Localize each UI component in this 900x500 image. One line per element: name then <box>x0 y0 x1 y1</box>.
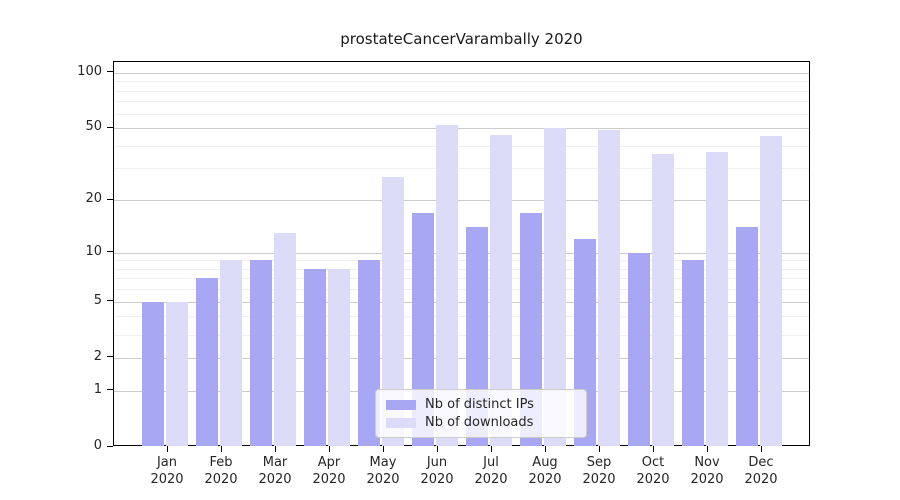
y-tick-mark <box>107 389 113 391</box>
legend-label-downloads: Nb of downloads <box>425 415 534 430</box>
legend-swatch-downloads <box>386 417 416 428</box>
minor-gridline <box>114 145 809 147</box>
bar-downloads-dec <box>760 136 782 446</box>
x-tick-label: Feb 2020 <box>204 455 238 487</box>
x-tick-label: Jan 2020 <box>150 455 184 487</box>
y-tick-label: 20 <box>85 191 102 207</box>
x-tick-label: Dec 2020 <box>744 455 778 487</box>
minor-gridline <box>114 316 809 318</box>
x-tick-label: Mar 2020 <box>258 455 292 487</box>
x-tick-mark <box>166 446 168 452</box>
bar-downloads-feb <box>220 260 242 446</box>
x-tick-label: May 2020 <box>366 455 400 487</box>
y-tick-mark <box>107 126 113 128</box>
legend-swatch-distinct-ips <box>386 399 416 410</box>
x-tick-label: Jul 2020 <box>474 455 508 487</box>
minor-gridline <box>114 289 809 291</box>
legend-label-distinct-ips: Nb of distinct IPs <box>425 397 534 412</box>
legend: Nb of distinct IPs Nb of downloads <box>375 389 587 438</box>
x-tick-mark <box>490 446 492 452</box>
y-tick-label: 0 <box>93 438 102 453</box>
x-tick-mark <box>328 446 330 452</box>
minor-gridline <box>114 81 809 83</box>
y-tick-label: 1 <box>93 381 102 397</box>
bar-distinct-ips-may <box>358 260 380 446</box>
x-tick-label: Jun 2020 <box>420 455 454 487</box>
bar-distinct-ips-aug <box>520 212 542 446</box>
x-tick-mark <box>706 446 708 452</box>
major-gridline <box>114 128 809 130</box>
x-tick-mark <box>544 446 546 452</box>
bar-downloads-mar <box>274 232 296 446</box>
bar-distinct-ips-apr <box>304 268 326 446</box>
chart-title: prostateCancerVarambally 2020 <box>340 30 583 48</box>
bar-distinct-ips-jan <box>142 301 164 446</box>
bar-downloads-jul <box>490 134 512 446</box>
bar-downloads-jan <box>166 301 188 446</box>
y-tick-mark <box>107 300 113 302</box>
y-tick-label: 2 <box>93 348 102 364</box>
minor-gridline <box>114 101 809 103</box>
major-gridline <box>114 301 809 303</box>
bar-downloads-apr <box>328 268 350 446</box>
bar-distinct-ips-mar <box>250 260 272 446</box>
x-tick-mark <box>436 446 438 452</box>
x-tick-mark <box>598 446 600 452</box>
y-tick-label: 50 <box>85 119 102 135</box>
y-tick-label: 100 <box>77 63 102 79</box>
y-tick-mark <box>107 71 113 73</box>
x-tick-mark <box>220 446 222 452</box>
legend-row-downloads: Nb of downloads <box>386 415 576 430</box>
minor-gridline <box>114 90 809 92</box>
x-tick-label: Nov 2020 <box>690 455 724 487</box>
bar-downloads-oct <box>652 154 674 446</box>
bar-downloads-aug <box>544 128 566 446</box>
minor-gridline <box>114 113 809 115</box>
x-tick-label: Sep 2020 <box>582 455 616 487</box>
x-tick-mark <box>760 446 762 452</box>
y-tick-label: 5 <box>93 292 102 308</box>
minor-gridline <box>114 334 809 336</box>
y-tick-mark <box>107 445 113 447</box>
bar-distinct-ips-dec <box>736 227 758 446</box>
minor-gridline <box>114 168 809 170</box>
major-gridline <box>114 252 809 254</box>
bar-distinct-ips-feb <box>196 278 218 446</box>
bar-downloads-nov <box>706 151 728 446</box>
major-gridline <box>114 357 809 359</box>
x-tick-mark <box>382 446 384 452</box>
x-tick-label: Apr 2020 <box>312 455 346 487</box>
x-tick-label: Oct 2020 <box>636 455 670 487</box>
x-tick-mark <box>652 446 654 452</box>
minor-gridline <box>114 260 809 262</box>
major-gridline <box>114 72 809 74</box>
y-tick-mark <box>107 356 113 358</box>
bar-downloads-jun <box>436 124 458 446</box>
bar-distinct-ips-oct <box>628 252 650 446</box>
bar-distinct-ips-jun <box>412 212 434 446</box>
y-tick-mark <box>107 198 113 200</box>
major-gridline <box>114 200 809 202</box>
minor-gridline <box>114 268 809 270</box>
plot-area <box>113 61 810 446</box>
bar-downloads-may <box>382 176 404 446</box>
minor-gridline <box>114 278 809 280</box>
x-tick-label: Aug 2020 <box>528 455 562 487</box>
y-tick-mark <box>107 251 113 253</box>
y-tick-label: 10 <box>85 243 102 259</box>
legend-row-ips: Nb of distinct IPs <box>386 397 576 412</box>
bar-downloads-sep <box>598 129 620 446</box>
bar-distinct-ips-nov <box>682 260 704 446</box>
x-tick-mark <box>274 446 276 452</box>
